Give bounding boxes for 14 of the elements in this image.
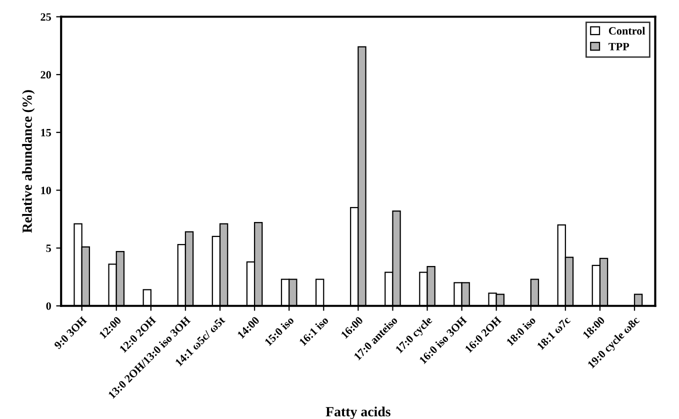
y-tick-label: 25 <box>40 13 51 21</box>
x-tick-label: 18:0 iso <box>506 316 536 346</box>
y-tick-label: 20 <box>40 71 51 79</box>
x-tick-label: 18:1 ω7c <box>536 316 571 350</box>
y-tick-label: 0 <box>46 302 51 310</box>
y-axis-title: Relative abundance (%) <box>22 90 35 233</box>
x-tick-label: 15:0 iso <box>264 316 294 346</box>
legend-label: Control <box>608 26 646 35</box>
y-tick-label: 5 <box>46 244 51 252</box>
x-tick-label: 16:1 iso <box>298 316 329 346</box>
y-tick-label: 10 <box>41 186 51 194</box>
legend-label: TPP <box>608 42 630 50</box>
y-tick-label: 15 <box>41 128 51 136</box>
x-axis-title: Fatty acids <box>326 406 390 419</box>
